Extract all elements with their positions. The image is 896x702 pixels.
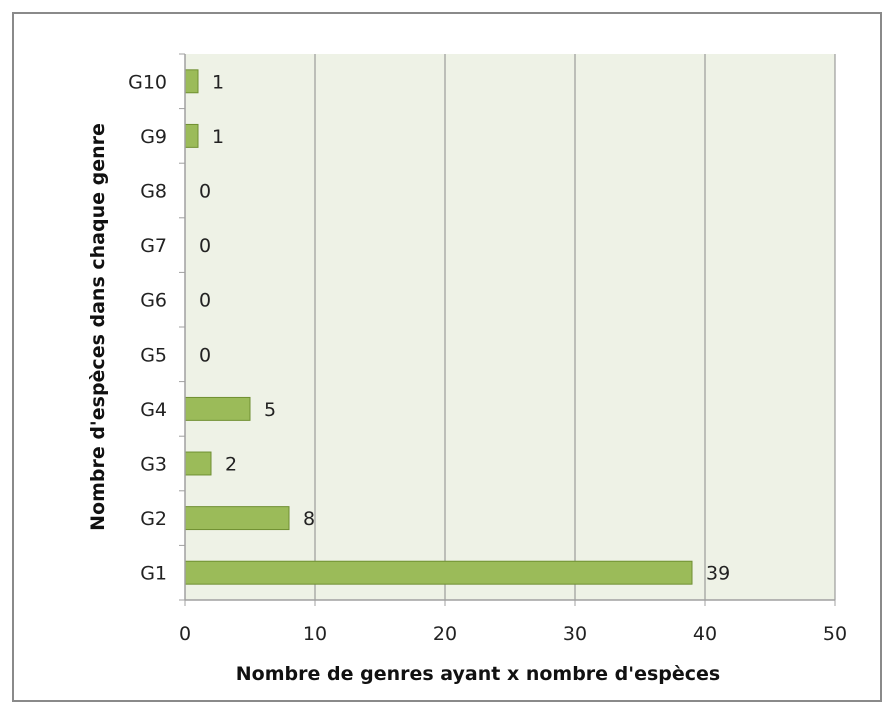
category-label: G6 xyxy=(140,290,167,312)
category-labels: G1 G2 G3 G4 G5 G6 G7 G8 G9 G10 xyxy=(128,71,167,584)
category-label: G1 xyxy=(140,563,167,585)
chart-frame: 0 10 20 30 40 50 G1 G2 G3 G4 G5 G6 G7 G8 G9 G10 39 8 2 5 0… xyxy=(12,12,882,702)
x-tick-labels: 0 10 20 30 40 50 xyxy=(179,623,847,645)
data-label: 0 xyxy=(199,344,211,366)
data-label: 0 xyxy=(199,235,211,257)
data-label: 1 xyxy=(212,126,224,148)
bar xyxy=(184,560,693,585)
category-label: G3 xyxy=(140,454,167,476)
plot-area xyxy=(185,54,835,600)
bars xyxy=(184,69,693,585)
category-label: G9 xyxy=(140,126,167,148)
category-label: G4 xyxy=(140,399,167,421)
bar xyxy=(184,506,290,531)
category-label: G7 xyxy=(140,235,167,257)
category-label: G8 xyxy=(140,181,167,203)
x-tick-label: 0 xyxy=(179,623,191,645)
data-label: 2 xyxy=(225,454,237,476)
y-axis-title: Nombre d'espèces dans chaque genre xyxy=(87,123,109,531)
bar xyxy=(184,69,199,94)
category-label: G10 xyxy=(128,71,167,93)
x-tick-label: 50 xyxy=(823,623,847,645)
data-label: 1 xyxy=(212,71,224,93)
data-label: 0 xyxy=(199,290,211,312)
data-label: 5 xyxy=(264,399,276,421)
x-tick-label: 20 xyxy=(433,623,457,645)
x-tick-label: 30 xyxy=(563,623,587,645)
data-label: 0 xyxy=(199,181,211,203)
data-label: 8 xyxy=(303,508,315,530)
x-tick-label: 40 xyxy=(693,623,717,645)
bar xyxy=(184,123,199,148)
data-labels: 39 8 2 5 0 0 0 0 1 1 xyxy=(199,71,730,584)
bar xyxy=(184,396,251,421)
category-label: G5 xyxy=(140,344,167,366)
category-label: G2 xyxy=(140,508,167,530)
gridlines xyxy=(314,54,836,600)
x-axis-title: Nombre de genres ayant x nombre d'espèce… xyxy=(236,663,720,685)
data-label: 39 xyxy=(706,563,730,585)
bar xyxy=(184,451,212,476)
axes xyxy=(179,53,836,606)
x-tick-label: 10 xyxy=(303,623,327,645)
